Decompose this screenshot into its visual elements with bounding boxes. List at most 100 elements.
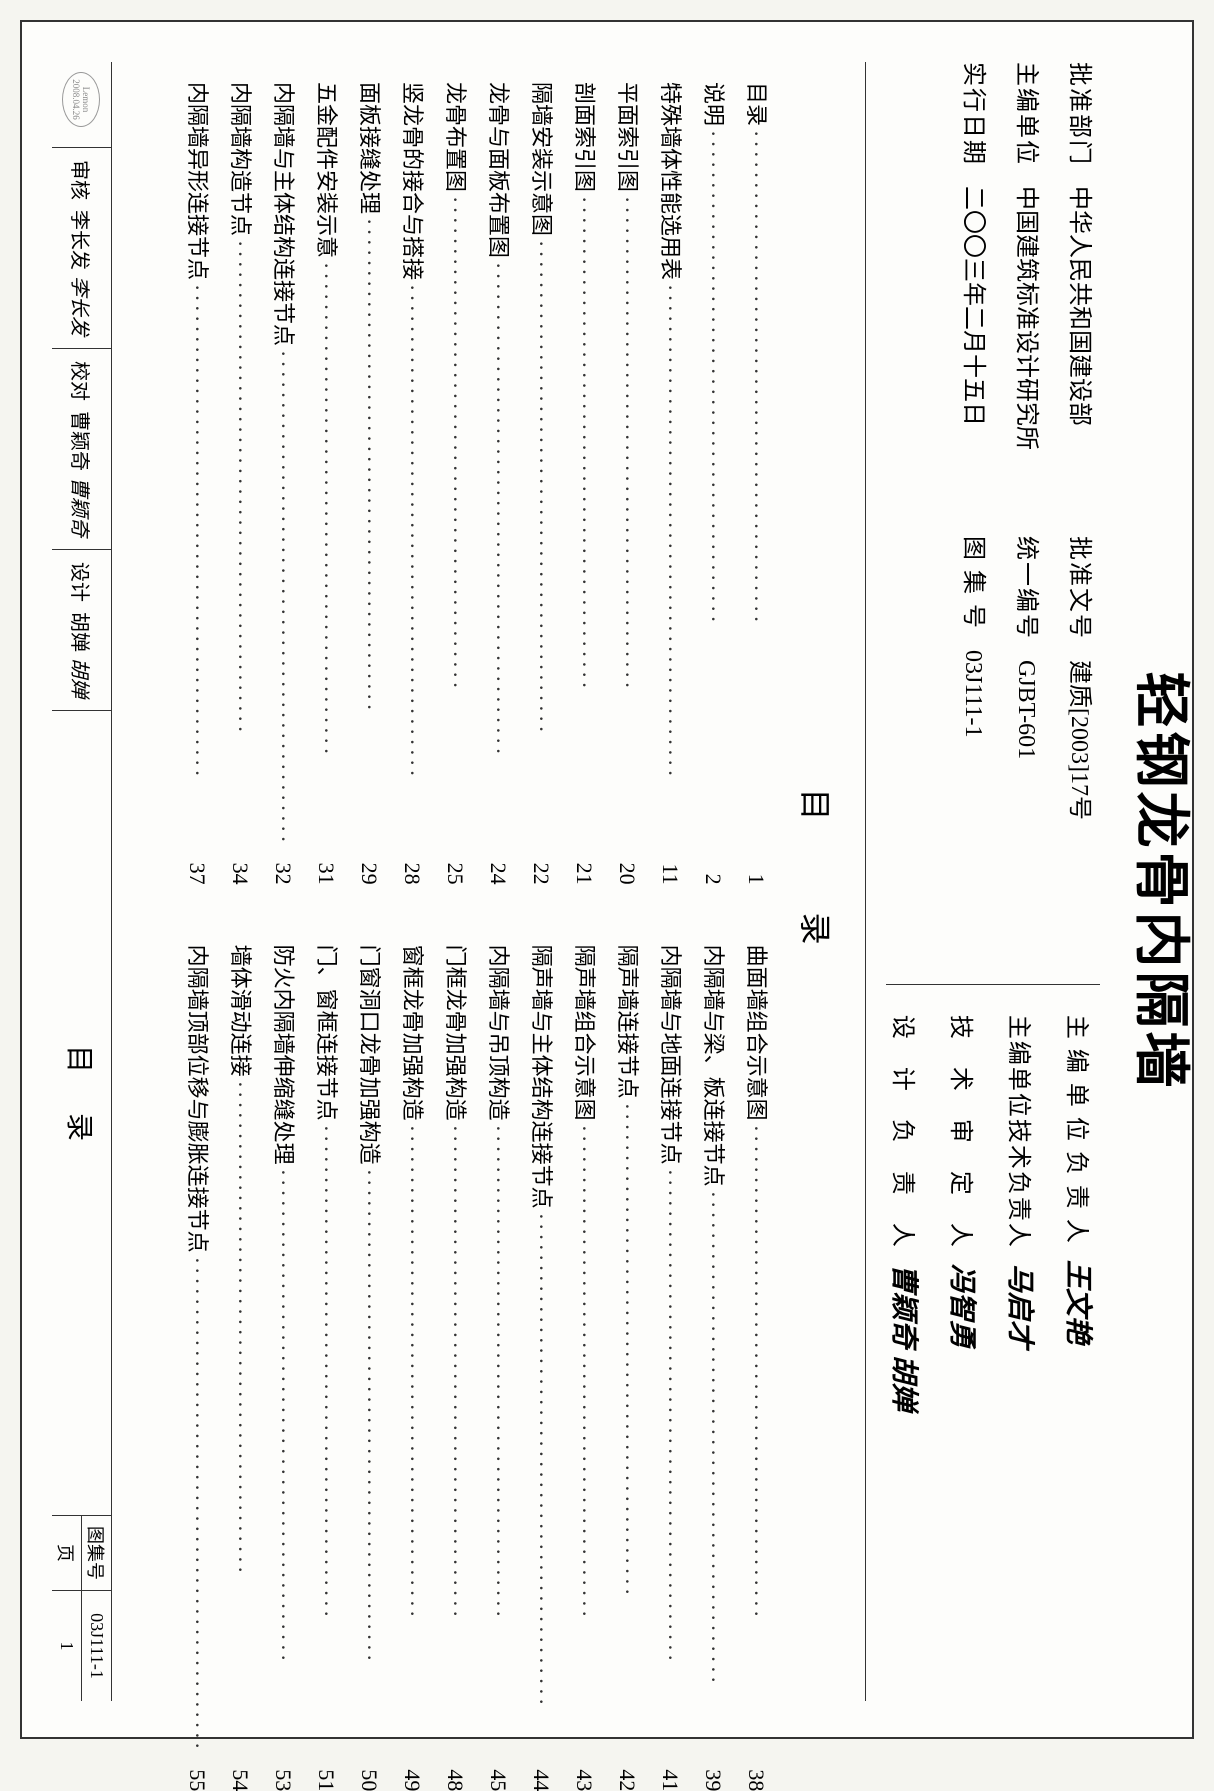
toc-entry: 龙骨与面板布置图································… <box>484 82 516 885</box>
toc-entry-page: 38 <box>743 1756 769 1791</box>
toc-entry-page: 1 <box>743 850 769 885</box>
toc-entry-page: 43 <box>571 1756 597 1791</box>
stamp-text-top: Lemon <box>82 87 92 113</box>
toc-entry-text: 竖龙骨的接合与搭接 <box>398 82 430 280</box>
toc-dots: ········································… <box>442 1125 468 1753</box>
toc-dots: ········································… <box>528 1213 554 1753</box>
signatory-label: 主编单位技术负责人 <box>1004 1015 1039 1249</box>
footer-role-label: 审核 <box>67 160 96 200</box>
rotated-layout: 轻钢龙骨内隔墙 批准部门中华人民共和国建设部批准文号建质[2003]17号主编单… <box>22 22 1214 1741</box>
footer-sig-cell: 校对曹颖奇曹颖奇 <box>52 348 111 549</box>
toc-entry: 内隔墙异形连接节点 ·······························… <box>183 82 215 885</box>
toc-entry-text: 内隔墙与地面连接节点 <box>656 945 688 1165</box>
toc-entry-text: 曲面墙组合示意图 <box>742 945 774 1121</box>
footer-sig-cell: 审核李长发李长发 <box>52 147 111 348</box>
footer-left: Lemon 2008.04.26 <box>63 62 101 147</box>
footer-role-signature: 胡婵 <box>67 658 96 698</box>
toc-entry: 墙体滑动连接··································… <box>226 945 258 1791</box>
footer-role-signature: 曹颖奇 <box>67 477 96 537</box>
toc-entry: 门框龙骨加强构造 ································… <box>441 945 473 1791</box>
toc-entry-page: 22 <box>528 850 554 885</box>
footer-role-name: 曹颖奇 <box>67 411 96 471</box>
toc-entry-text: 内隔墙顶部位移与膨胀连接节点 <box>183 945 215 1253</box>
toc-entry-text: 内隔墙异形连接节点 <box>183 82 215 280</box>
footer-role-name: 李长发 <box>67 210 96 270</box>
toc-entry-page: 25 <box>442 850 468 885</box>
signatory-label: 主 编 单 位 负 责 人 <box>1062 1015 1097 1245</box>
toc-entry: 内隔墙与主体结构连接节点····························… <box>269 82 301 885</box>
page-label: 页 <box>52 1516 81 1590</box>
toc-entry: 门窗洞口龙骨加强构造······························… <box>355 945 387 1791</box>
stamp-text-bottom: 2008.04.26 <box>72 79 82 120</box>
toc-right-column: 曲面墙组合示意图 ································… <box>112 945 774 1791</box>
toc-entry-text: 隔声墙连接节点 <box>613 945 645 1099</box>
header-right-row: 技 术 审 定 人冯智勇 <box>944 1015 984 1701</box>
toc-dots: ········································… <box>184 284 210 846</box>
toc-dots: ········································… <box>442 196 468 846</box>
header-section: 批准部门中华人民共和国建设部批准文号建质[2003]17号主编单位中国建筑标准设… <box>865 62 1100 1701</box>
toc-entry: 说明······································… <box>699 82 731 885</box>
signatory-label: 设 计 负 责 人 <box>888 1015 923 1249</box>
toc-entry-text: 面板接缝处理 <box>355 82 387 214</box>
toc-entry: 平面索引图···································… <box>613 82 645 885</box>
toc-entry: 防火内隔墙伸缩缝处理 ······························… <box>269 945 301 1791</box>
signatory-label: 技 术 审 定 人 <box>946 1015 981 1249</box>
toc-entry: 窗框龙骨加强构造································… <box>398 945 430 1791</box>
footer-signature-cells: 审核李长发李长发校对曹颖奇曹颖奇设计胡婵胡婵 <box>52 147 111 710</box>
toc-dots: ········································… <box>356 218 382 846</box>
toc-entry: 内隔墙顶部位移与膨胀连接节点 ··························… <box>183 945 215 1791</box>
toc-dots: ········································… <box>614 1103 640 1753</box>
toc-entry-page: 39 <box>700 1756 726 1791</box>
toc-dots: ········································… <box>270 1169 296 1753</box>
main-title: 轻钢龙骨内隔墙 <box>1125 62 1206 1701</box>
toc-entry: 门、窗框连接节点································… <box>312 945 344 1791</box>
toc-dots: ········································… <box>571 1125 597 1753</box>
album-label: 图集号 <box>81 1516 111 1590</box>
toc-dots: ········································… <box>743 1125 769 1753</box>
toc-entry-text: 防火内隔墙伸缩缝处理 <box>269 945 301 1165</box>
toc-entry-text: 隔声墙组合示意图 <box>570 945 602 1121</box>
footer-title-block: Lemon 2008.04.26 审核李长发李长发校对曹颖奇曹颖奇设计胡婵胡婵 … <box>52 62 112 1701</box>
toc-left-column: 目录······································… <box>112 82 774 885</box>
toc-entry: 内隔墙与吊顶构造································… <box>484 945 516 1791</box>
toc-dots: ········································… <box>700 1191 726 1753</box>
toc-entry-text: 隔墙安装示意图 <box>527 82 559 236</box>
page-value: 1 <box>52 1591 81 1701</box>
document-page: 轻钢龙骨内隔墙 批准部门中华人民共和国建设部批准文号建质[2003]17号主编单… <box>20 20 1194 1739</box>
toc-entry-page: 54 <box>227 1756 253 1791</box>
toc-entry-text: 特殊墙体性能选用表 <box>656 82 688 280</box>
header-right-row: 主 编 单 位 负 责 人王文艳 <box>1060 1015 1100 1701</box>
toc-columns: 目录······································… <box>112 62 774 1701</box>
toc-entry-page: 44 <box>528 1756 554 1791</box>
toc-dots: ········································… <box>227 240 253 846</box>
toc-dots: ········································… <box>313 262 339 846</box>
toc-entry-page: 49 <box>399 1756 425 1791</box>
toc-dots: ········································… <box>184 1257 210 1753</box>
footer-album-values: 03J111-1 1 <box>52 1590 111 1701</box>
toc-dots: ········································… <box>571 196 597 846</box>
signature: 马启才 <box>1002 1264 1042 1348</box>
header-label: 实行日期 <box>959 62 994 166</box>
header-extra-value: 03J111-1 <box>959 650 986 738</box>
toc-entry-page: 29 <box>356 850 382 885</box>
toc-entry-text: 墙体滑动连接 <box>226 945 258 1077</box>
toc-entry-page: 50 <box>356 1756 382 1791</box>
header-extra-label: 图 集 号 <box>959 536 994 630</box>
footer-center-title: 目录 <box>52 710 111 1515</box>
toc-dots: ········································… <box>313 1125 339 1753</box>
toc-dots: ········································… <box>528 240 554 846</box>
toc-entry-page: 41 <box>657 1756 683 1791</box>
footer-role-label: 设计 <box>67 562 96 602</box>
footer-sig-cell: 设计胡婵胡婵 <box>52 549 111 710</box>
footer-role-signature: 李长发 <box>67 276 96 336</box>
toc-section: 目 录 目录··································… <box>112 62 850 1701</box>
toc-entry: 剖面索引图···································… <box>570 82 602 885</box>
toc-entry-page: 28 <box>399 850 425 885</box>
toc-entry: 面板接缝处理 ··································… <box>355 82 387 885</box>
toc-entry-text: 门框龙骨加强构造 <box>441 945 473 1121</box>
album-value: 03J111-1 <box>81 1591 111 1701</box>
toc-entry-page: 11 <box>657 850 683 885</box>
toc-entry: 目录······································… <box>742 82 774 885</box>
toc-entry-page: 20 <box>614 850 640 885</box>
signature: 冯智勇 <box>944 1264 984 1348</box>
